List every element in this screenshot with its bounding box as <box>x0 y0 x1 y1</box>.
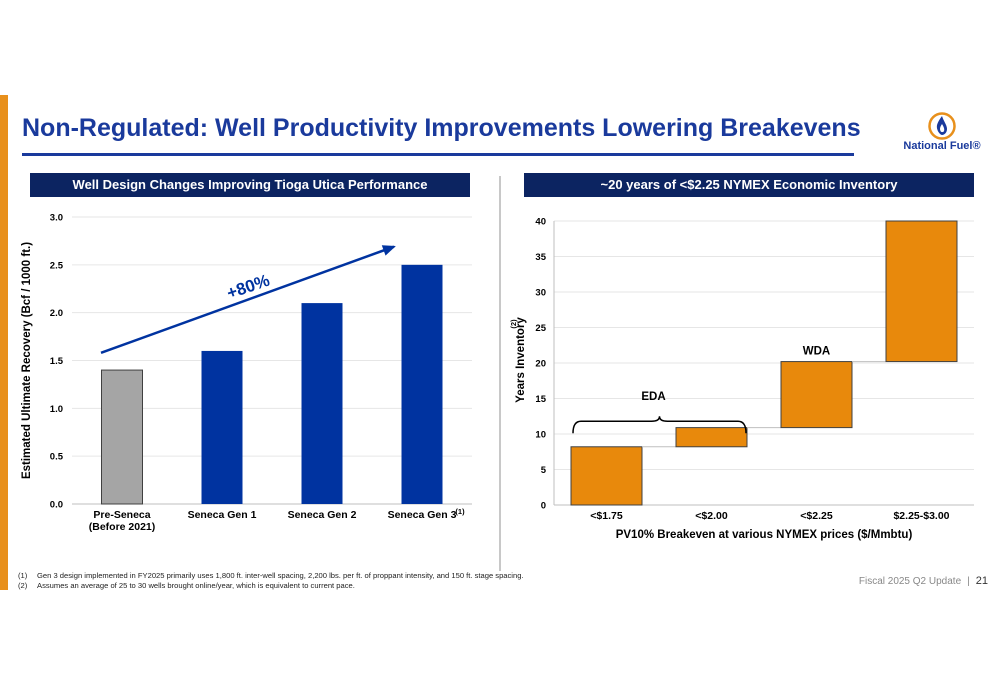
footnotes: (1) Gen 3 design implemented in FY2025 pr… <box>18 571 524 591</box>
footer-label: Fiscal 2025 Q2 Update <box>858 576 962 587</box>
x-tick-label: Seneca Gen 1 <box>188 509 257 521</box>
footnote-1: (1) Gen 3 design implemented in FY2025 pr… <box>18 571 524 580</box>
inventory-waterfall-chart: 0 5 10 15 20 25 30 35 40 <$1.75 <$2.00 <$2.25 $2.25-… <box>509 217 974 541</box>
bar <box>201 350 243 504</box>
x-tick-footnote-marker: (1) <box>455 507 465 516</box>
eda-brace <box>572 416 747 434</box>
x-tick-label: Seneca Gen 2 <box>288 509 357 521</box>
bar <box>401 264 443 504</box>
trend-arrow <box>100 245 395 355</box>
eda-label: EDA <box>641 391 665 403</box>
y-tick-label: 20 <box>535 359 546 370</box>
company-logo: National Fuel® <box>892 112 992 160</box>
y-tick-label: 25 <box>535 323 546 334</box>
waterfall-bar <box>570 446 643 506</box>
bar <box>101 369 143 505</box>
y-tick-label: 30 <box>535 288 546 299</box>
x-tick-label: $2.25-$3.00 <box>893 510 949 522</box>
wda-label: WDA <box>803 345 830 357</box>
y-tick-label: 0.5 <box>50 452 64 463</box>
eur-bar-chart: 0.0 0.5 1.0 1.5 2.0 2.5 3.0 Pre-Seneca(Before 2… <box>21 213 472 533</box>
accent-bar <box>0 95 8 590</box>
trend-arrow-head <box>381 245 396 256</box>
trend-annotation-label: +80% <box>224 271 272 303</box>
x-tick-label: (Before 2021) <box>89 521 156 533</box>
x-axis-label: PV10% Breakeven at various NYMEX prices … <box>616 529 913 541</box>
footnote-2: (2) Assumes an average of 25 to 30 wells … <box>18 581 355 590</box>
y-tick-label: 1.5 <box>50 356 64 367</box>
y-tick-label: 35 <box>535 252 546 263</box>
x-tick-label: <$2.00 <box>695 510 728 522</box>
panel-divider <box>499 176 501 571</box>
footer-separator: | <box>967 576 970 587</box>
waterfall-bar <box>675 427 748 448</box>
y-tick-label: 10 <box>535 430 546 441</box>
left-panel-header: Well Design Changes Improving Tioga Utic… <box>30 173 470 197</box>
x-tick-label: Seneca Gen 3 <box>388 509 457 521</box>
y-tick-label: 1.0 <box>50 404 63 415</box>
logo-wordmark: National Fuel® <box>903 140 981 152</box>
x-tick-label: <$2.25 <box>800 510 833 522</box>
waterfall-bar <box>885 220 958 363</box>
flame-logo-icon <box>928 112 956 140</box>
x-tick-label: Pre-Seneca <box>93 509 150 521</box>
page-title: Non-Regulated: Well Productivity Improve… <box>22 114 861 142</box>
y-tick-label: 0.0 <box>50 500 63 511</box>
y-tick-label: 0 <box>541 501 546 512</box>
y-axis-label: Years Inventory <box>515 317 527 403</box>
y-tick-label: 40 <box>535 217 546 228</box>
y-tick-label: 3.0 <box>50 213 63 224</box>
page-number: 21 <box>975 575 988 587</box>
y-tick-label: 2.5 <box>50 260 64 271</box>
waterfall-bar <box>780 361 853 429</box>
page-footer: Fiscal 2025 Q2 Update | 21 <box>859 575 988 587</box>
bar <box>301 303 343 504</box>
y-axis-footnote-marker: (2) <box>509 319 518 329</box>
x-tick-label: <$1.75 <box>590 510 623 522</box>
y-tick-label: 15 <box>535 394 546 405</box>
y-axis-label: Estimated Ultimate Recovery (Bcf / 1000 … <box>21 242 33 479</box>
y-tick-label: 5 <box>541 465 547 476</box>
title-rule <box>22 153 854 156</box>
y-tick-label: 2.0 <box>50 308 63 319</box>
right-panel-header: ~20 years of <$2.25 NYMEX Economic Inven… <box>524 173 974 197</box>
